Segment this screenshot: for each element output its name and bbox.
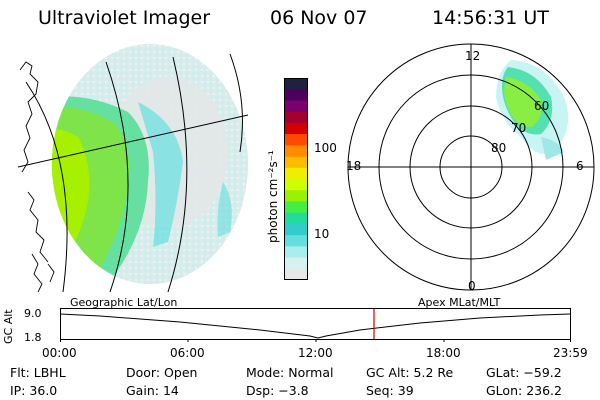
colorbar-stop	[284, 145, 308, 158]
info-seq-value: 39	[397, 383, 414, 398]
info-flt: Flt: LBHL	[10, 365, 66, 380]
info-flt-value: LBHL	[33, 365, 66, 380]
y-tick-1-8: 1.8	[24, 331, 42, 344]
colorbar-stop	[284, 78, 308, 90]
colorbar-stop	[284, 246, 308, 259]
lat-label-70: 70	[511, 121, 526, 135]
colorbar-stop	[284, 190, 308, 202]
altitude-timeline	[60, 308, 571, 342]
date-label: 06 Nov 07	[270, 7, 368, 29]
info-ip-value: 36.0	[29, 383, 58, 398]
info-glon-label: GLon:	[486, 383, 523, 398]
geographic-caption: Geographic Lat/Lon	[70, 296, 178, 309]
info-gc-alt: GC Alt: 5.2 Re	[366, 365, 453, 380]
gc-alt-axis-title: GC Alt	[2, 309, 15, 344]
lat-label-60: 60	[534, 99, 549, 113]
info-mode-value: Normal	[288, 365, 334, 380]
lat-label-80: 80	[491, 141, 506, 155]
info-glat-value: −59.2	[523, 365, 562, 380]
colorbar-stop	[284, 134, 308, 146]
altitude-curve	[60, 313, 571, 339]
mlt-label-0: 0	[468, 279, 476, 292]
colorbar-stop	[284, 122, 308, 135]
x-tick-1200: 12:00	[298, 346, 333, 360]
polar-grid	[347, 43, 595, 291]
info-gain: Gain: 14	[126, 383, 179, 398]
info-gc-alt-label: GC Alt:	[366, 365, 410, 380]
colorbar	[284, 78, 308, 280]
colorbar-stop	[284, 111, 308, 124]
colorbar-stop	[284, 167, 308, 180]
colorbar-stop	[284, 201, 308, 214]
info-gain-label: Gain:	[126, 383, 159, 398]
info-glat: GLat: −59.2	[486, 365, 562, 380]
colorbar-stop	[284, 89, 308, 101]
colorbar-tick-100: 100	[314, 141, 337, 155]
colorbar-stop	[284, 212, 308, 225]
info-glat-label: GLat:	[486, 365, 520, 380]
latlon-grid	[18, 53, 249, 292]
info-dsp-label: Dsp:	[246, 383, 275, 398]
polar-plot: 12 18 6 0 60 70 80	[346, 43, 595, 292]
colorbar-stop	[284, 223, 308, 236]
info-door-label: Door:	[126, 365, 161, 380]
colorbar-stop	[284, 268, 308, 280]
info-glon: GLon: 236.2	[486, 383, 562, 398]
x-tick-0000: 00:00	[42, 346, 77, 360]
time-label: 14:56:31 UT	[432, 7, 549, 29]
x-tick-2359: 23:59	[553, 346, 588, 360]
colorbar-units-label: photon cm⁻²s⁻¹	[266, 150, 280, 243]
mlt-label-12: 12	[465, 49, 480, 63]
colorbar-stop	[284, 100, 308, 113]
info-dsp-value: −3.8	[278, 383, 309, 398]
x-tick-1800: 18:00	[426, 346, 461, 360]
geographic-image	[18, 44, 249, 292]
info-ip-label: IP:	[10, 383, 26, 398]
info-flt-label: Flt:	[10, 365, 30, 380]
info-seq: Seq: 39	[366, 383, 414, 398]
colorbar-stop	[284, 156, 308, 169]
colorbar-tick-10: 10	[314, 227, 330, 241]
mlt-label-6: 6	[576, 159, 584, 173]
info-mode-label: Mode:	[246, 365, 285, 380]
x-tick-0600: 06:00	[170, 346, 205, 360]
info-door-value: Open	[164, 365, 198, 380]
info-gc-alt-value: 5.2 Re	[413, 365, 454, 380]
info-seq-label: Seq:	[366, 383, 394, 398]
colorbar-stop	[284, 257, 308, 270]
info-mode: Mode: Normal	[246, 365, 334, 380]
coastline	[19, 61, 55, 292]
instrument-title: Ultraviolet Imager	[38, 7, 211, 29]
info-gain-value: 14	[162, 383, 179, 398]
polar-emission	[496, 60, 569, 160]
info-glon-value: 236.2	[526, 383, 562, 398]
colorbar-stop	[284, 179, 308, 191]
apex-caption: Apex MLat/MLT	[418, 296, 501, 309]
info-ip: IP: 36.0	[10, 383, 57, 398]
colorbar-stop	[284, 235, 308, 247]
mlt-label-18: 18	[346, 159, 361, 173]
y-tick-9: 9.0	[24, 307, 42, 320]
emission-field	[52, 44, 248, 284]
info-door: Door: Open	[126, 365, 197, 380]
info-dsp: Dsp: −3.8	[246, 383, 309, 398]
